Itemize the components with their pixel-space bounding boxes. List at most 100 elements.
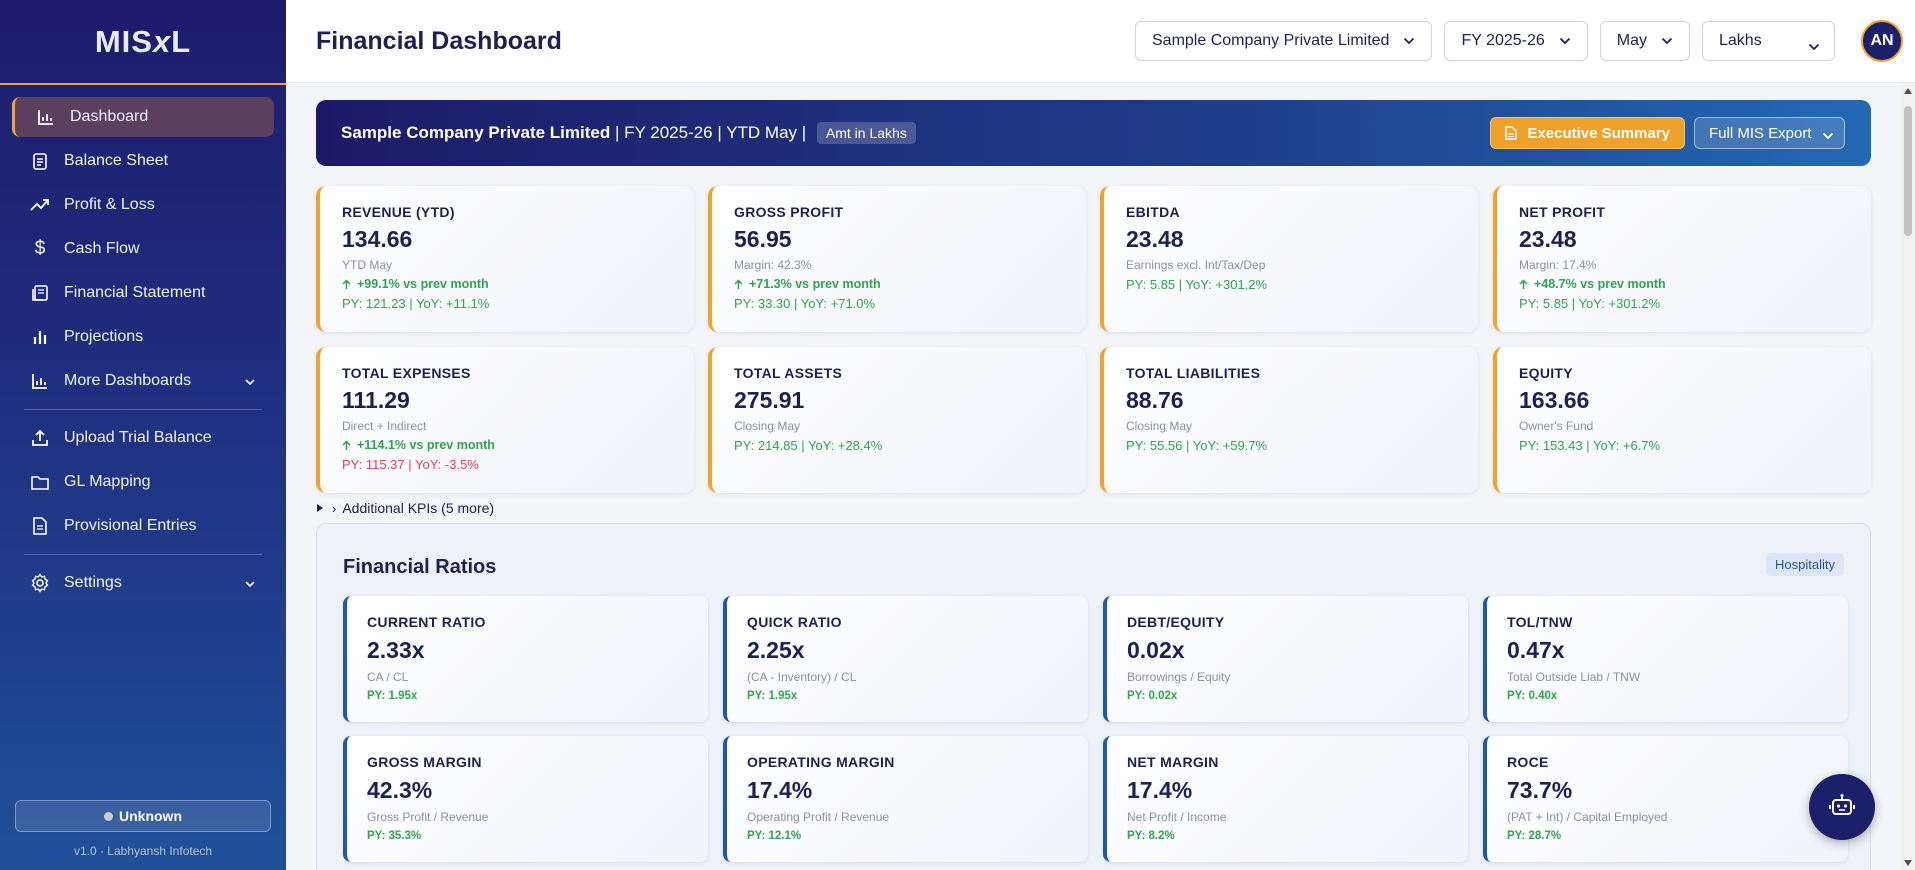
- ratio-prior-year: PY: 1.95x: [367, 690, 418, 702]
- bar-chart-icon: [30, 371, 50, 391]
- connection-status-label: Unknown: [119, 808, 182, 824]
- kpi-subtext: Closing May: [1126, 419, 1193, 433]
- sidebar-item-label: Balance Sheet: [64, 152, 169, 169]
- kpi-label: EBITDA: [1126, 204, 1180, 220]
- ratio-card-roce[interactable]: ROCE 73.7% (PAT + Int) / Capital Employe…: [1483, 736, 1848, 862]
- kpi-card-total-assets[interactable]: TOTAL ASSETS 275.91 Closing May PY: 214.…: [708, 347, 1086, 493]
- sidebar-item-gl-mapping[interactable]: GL Mapping: [12, 462, 274, 502]
- kpi-prior-year: PY: 55.56 | YoY: +59.7%: [1126, 438, 1268, 453]
- kpi-label: TOTAL ASSETS: [734, 365, 843, 381]
- banner-company: Sample Company Private Limited: [341, 123, 611, 142]
- ratio-card-gross-margin[interactable]: GROSS MARGIN 42.3% Gross Profit / Revenu…: [343, 736, 708, 862]
- sidebar-item-label: Financial Statement: [64, 284, 206, 301]
- ratio-formula: (PAT + Int) / Capital Employed: [1507, 810, 1668, 824]
- user-avatar[interactable]: AN: [1861, 20, 1903, 62]
- kpi-label: GROSS PROFIT: [734, 204, 844, 220]
- kpi-value: 111.29: [342, 387, 410, 413]
- kpi-card-equity[interactable]: EQUITY 163.66 Owner's Fund PY: 153.43 | …: [1493, 347, 1871, 493]
- bar-chart-icon: [30, 327, 50, 347]
- kpi-label: NET PROFIT: [1519, 204, 1606, 220]
- ratio-label: CURRENT RATIO: [367, 614, 486, 630]
- month-select[interactable]: May: [1599, 21, 1690, 61]
- scroll-down-arrow-icon[interactable]: [1904, 860, 1912, 866]
- page-scrollbar[interactable]: [1901, 84, 1915, 870]
- ratio-value: 2.33x: [367, 637, 425, 663]
- connection-status-button[interactable]: Unknown: [15, 800, 271, 832]
- sidebar-item-profit-loss[interactable]: Profit & Loss: [12, 185, 274, 225]
- ratio-formula: Total Outside Liab / TNW: [1507, 670, 1641, 684]
- sidebar-item-label: GL Mapping: [64, 473, 151, 490]
- chevron-down-icon: [1808, 38, 1820, 56]
- chevron-down-icon: [244, 373, 256, 391]
- ratio-card-current-ratio[interactable]: CURRENT RATIO 2.33x CA / CL PY: 1.95x: [343, 596, 708, 722]
- sidebar-item-dashboard[interactable]: Dashboard: [12, 97, 274, 137]
- bar-chart-icon: [36, 107, 56, 127]
- full-mis-export-label: Full MIS Export: [1709, 124, 1812, 142]
- filter-controls: Sample Company Private Limited FY 2025-2…: [1135, 20, 1903, 62]
- app-logo[interactable]: MIS x L: [0, 0, 286, 85]
- kpi-card-total-expenses[interactable]: TOTAL EXPENSES 111.29 Direct + Indirect …: [316, 347, 694, 493]
- ratio-value: 2.25x: [747, 637, 805, 663]
- folder-icon: [30, 472, 50, 492]
- additional-kpis-toggle[interactable]: › Additional KPIs (5 more): [316, 500, 494, 516]
- kpi-label: TOTAL LIABILITIES: [1126, 365, 1261, 381]
- kpi-prior-year: PY: 214.85 | YoY: +28.4%: [734, 438, 883, 453]
- financial-ratios-panel: Financial Ratios Hospitality CURRENT RAT…: [316, 523, 1871, 870]
- clipboard-icon: [30, 151, 50, 171]
- ratio-formula: (CA - Inventory) / CL: [747, 670, 857, 684]
- scroll-up-arrow-icon[interactable]: [1904, 88, 1912, 94]
- unit-select[interactable]: Lakhs: [1702, 21, 1835, 61]
- chevron-down-icon: [1661, 32, 1673, 50]
- kpi-value: 23.48: [1126, 226, 1184, 252]
- kpi-change: +48.7% vs prev month: [1519, 277, 1871, 291]
- arrow-up-icon: [342, 439, 351, 451]
- sidebar-item-more-dashboards[interactable]: More Dashboards: [12, 361, 274, 401]
- kpi-card-total-liabilities[interactable]: TOTAL LIABILITIES 88.76 Closing May PY: …: [1100, 347, 1478, 493]
- kpi-prior-year: PY: 153.43 | YoY: +6.7%: [1519, 438, 1661, 453]
- kpi-card-gross-profit[interactable]: GROSS PROFIT 56.95 Margin: 42.3% +71.3% …: [708, 186, 1086, 332]
- ratio-card-net-margin[interactable]: NET MARGIN 17.4% Net Profit / Income PY:…: [1103, 736, 1468, 862]
- sidebar-item-cash-flow[interactable]: $ Cash Flow: [12, 229, 274, 269]
- logo-text: MIS: [94, 23, 153, 59]
- sidebar-item-financial-statement[interactable]: Financial Statement: [12, 273, 274, 313]
- gear-icon: [30, 573, 50, 593]
- ratio-card-operating-margin[interactable]: OPERATING MARGIN 17.4% Operating Profit …: [723, 736, 1088, 862]
- disclosure-triangle-icon: [316, 500, 324, 516]
- ratio-label: NET MARGIN: [1127, 754, 1219, 770]
- sidebar-item-settings[interactable]: Settings: [12, 563, 274, 603]
- kpi-change-text: +99.1% vs prev month: [357, 277, 489, 291]
- sidebar-item-provisional-entries[interactable]: Provisional Entries: [12, 506, 274, 546]
- ratio-formula: CA / CL: [367, 670, 409, 684]
- kpi-subtext: Closing May: [734, 419, 801, 433]
- executive-summary-button[interactable]: Executive Summary: [1490, 117, 1685, 149]
- full-mis-export-button[interactable]: Full MIS Export: [1694, 117, 1845, 149]
- sidebar-item-upload-trial-balance[interactable]: Upload Trial Balance: [12, 418, 274, 458]
- sidebar-nav: Dashboard Balance Sheet Profit & Loss $ …: [0, 85, 286, 603]
- ratio-prior-year: PY: 12.1%: [747, 830, 802, 842]
- kpi-label: EQUITY: [1519, 365, 1573, 381]
- kpi-prior-year: PY: 5.85 | YoY: +301.2%: [1126, 277, 1268, 292]
- fy-select[interactable]: FY 2025-26: [1444, 21, 1588, 61]
- company-select[interactable]: Sample Company Private Limited: [1135, 21, 1433, 61]
- kpi-card-revenue[interactable]: REVENUE (YTD) 134.66 YTD May +99.1% vs p…: [316, 186, 694, 332]
- ratio-card-quick-ratio[interactable]: QUICK RATIO 2.25x (CA - Inventory) / CL …: [723, 596, 1088, 722]
- sidebar-divider: [24, 554, 262, 555]
- ratio-label: ROCE: [1507, 754, 1549, 770]
- kpi-subtext: Margin: 42.3%: [734, 258, 812, 272]
- document-icon: [30, 516, 50, 536]
- additional-kpis-label: Additional KPIs (5 more): [342, 500, 495, 516]
- chatbot-button[interactable]: [1809, 774, 1875, 840]
- kpi-card-net-profit[interactable]: NET PROFIT 23.48 Margin: 17.4% +48.7% vs…: [1493, 186, 1871, 332]
- sidebar-item-projections[interactable]: Projections: [12, 317, 274, 357]
- ratio-prior-year: PY: 35.3%: [367, 830, 422, 842]
- kpi-prior-year: PY: 5.85 | YoY: +301.2%: [1519, 296, 1661, 311]
- ratio-value: 73.7%: [1507, 777, 1573, 803]
- ratio-card-debt-equity[interactable]: DEBT/EQUITY 0.02x Borrowings / Equity PY…: [1103, 596, 1468, 722]
- kpi-subtext: YTD May: [342, 258, 393, 272]
- scrollbar-thumb[interactable]: [1904, 106, 1912, 236]
- ratio-formula: Net Profit / Income: [1127, 810, 1227, 824]
- kpi-value: 23.48: [1519, 226, 1577, 252]
- sidebar-item-balance-sheet[interactable]: Balance Sheet: [12, 141, 274, 181]
- ratio-card-tol-tnw[interactable]: TOL/TNW 0.47x Total Outside Liab / TNW P…: [1483, 596, 1848, 722]
- kpi-card-ebitda[interactable]: EBITDA 23.48 Earnings excl. Int/Tax/Dep …: [1100, 186, 1478, 332]
